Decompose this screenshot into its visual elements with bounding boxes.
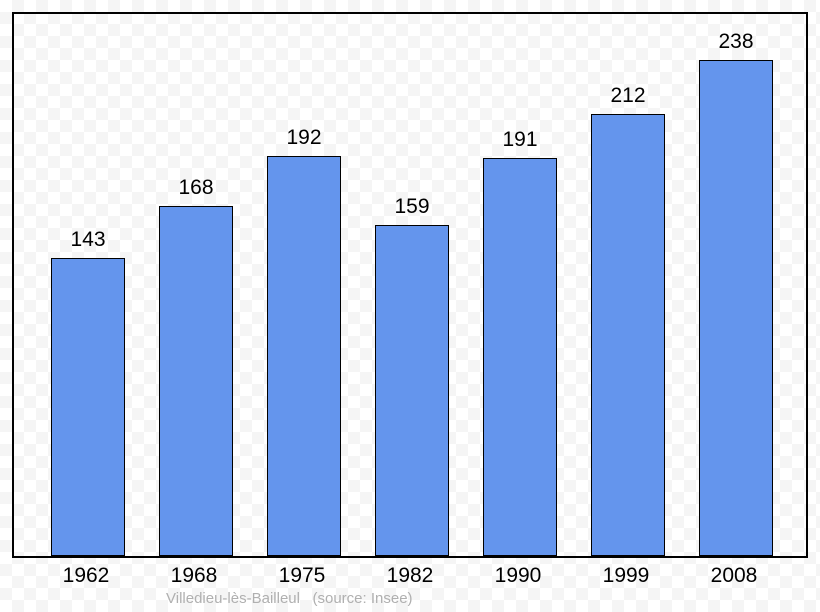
caption-location: Villedieu-lès-Bailleul [166,590,300,607]
bar-value-label: 212 [610,84,645,108]
plot-area: 143 168 192 159 191 212 238 [12,12,808,558]
x-axis-label: 1982 [387,564,434,588]
bar [483,158,557,556]
x-axis-label: 1962 [63,564,110,588]
bar [375,225,449,556]
bar [159,206,233,556]
x-axis-label: 1999 [603,564,650,588]
bar-value-label: 168 [178,176,213,200]
x-axis-label: 2008 [711,564,758,588]
bar [591,114,665,556]
bar [699,60,773,556]
caption-source: (source: Insee) [312,590,412,607]
bar-value-label: 191 [502,128,537,152]
x-axis-label: 1975 [279,564,326,588]
chart-caption: Villedieu-lès-Bailleul (source: Insee) [166,590,413,607]
bar-value-label: 192 [286,126,321,150]
bar [267,156,341,556]
x-axis-label: 1968 [171,564,218,588]
bar-value-label: 143 [70,228,105,252]
bar-value-label: 238 [718,30,753,54]
chart-canvas: 143 168 192 159 191 212 238 1962 1968 1975 1982 19… [0,0,820,612]
x-axis-label: 1990 [495,564,542,588]
bar-value-label: 159 [394,195,429,219]
bar [51,258,125,556]
